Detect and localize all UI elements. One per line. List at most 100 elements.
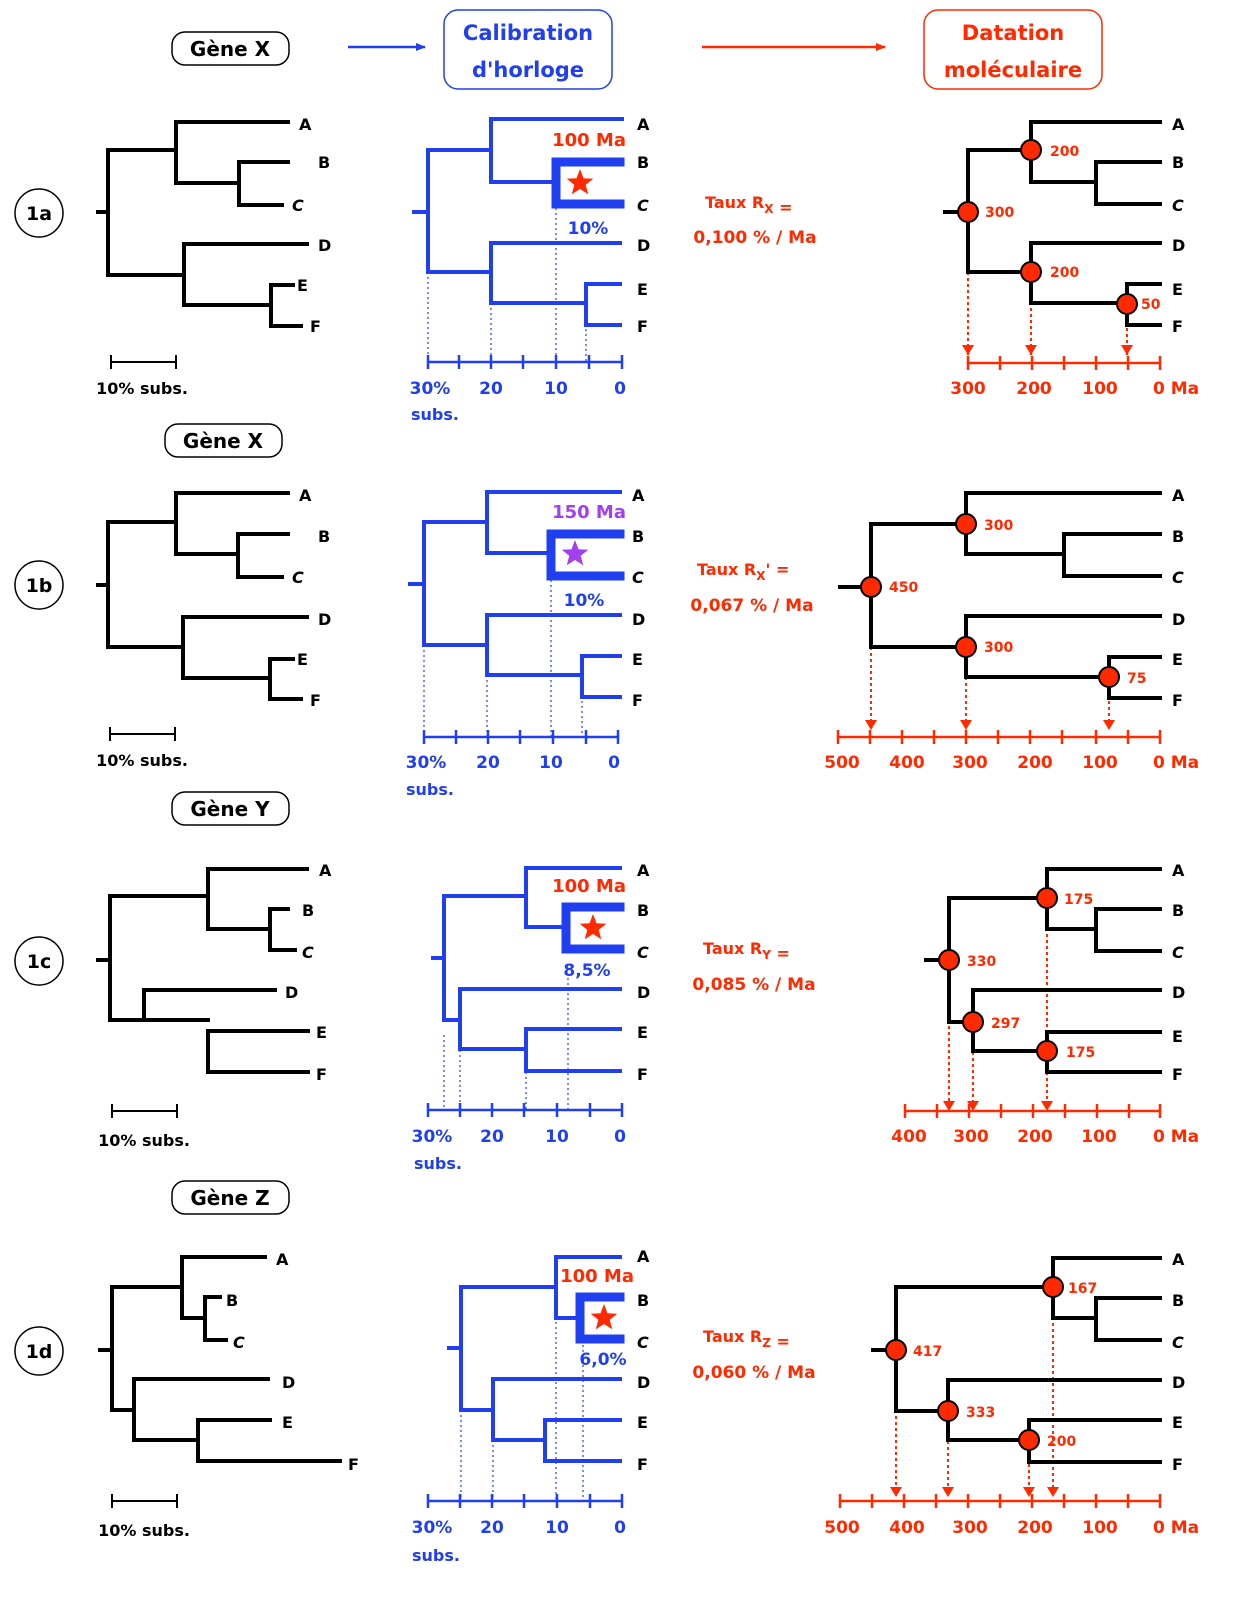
gene-tree <box>96 867 310 1074</box>
axis-tick: 20 <box>476 753 500 773</box>
rate-value: 0,067 % / Ma <box>690 596 813 616</box>
time-tick: 100 <box>1081 1127 1117 1147</box>
scale-bar-label: 10% subs. <box>96 751 188 770</box>
rate-label: Taux RX' = <box>697 560 789 583</box>
gene-label: Gène X <box>190 37 271 61</box>
leaf-label-B: B <box>226 1291 238 1310</box>
time-tick: 100 <box>1082 1518 1118 1538</box>
dated-leaf-D: D <box>1172 610 1185 629</box>
calib-leaf-F: F <box>637 317 648 336</box>
node-marker <box>1116 293 1138 315</box>
leaf-label-F: F <box>310 317 321 336</box>
scale-bar <box>111 1494 178 1508</box>
dated-leaf-F: F <box>1172 1065 1183 1084</box>
time-tick: 300 <box>950 379 986 399</box>
leaf-label-B: B <box>302 901 314 920</box>
node-age: 300 <box>984 640 1013 656</box>
dated-leaf-D: D <box>1172 983 1185 1002</box>
scale-bar <box>111 1104 178 1118</box>
calibration-header-line2: d'horloge <box>472 58 584 82</box>
calib-leaf-B: B <box>632 527 644 546</box>
node-marker <box>1036 1040 1058 1062</box>
dated-leaf-A: A <box>1172 1250 1185 1269</box>
rate-value: 0,060 % / Ma <box>692 1363 815 1383</box>
node-marker <box>937 1400 959 1422</box>
calib-leaf-B: B <box>637 153 649 172</box>
datation-header-box <box>923 9 1103 90</box>
time-tick: 400 <box>891 1127 927 1147</box>
leaf-label-A: A <box>299 486 312 505</box>
calib-leaf-A: A <box>637 861 650 880</box>
axis-tick: 20 <box>479 379 503 399</box>
calib-leaf-B: B <box>637 1291 649 1310</box>
time-tick: 200 <box>1017 753 1053 773</box>
calib-leaf-C: C <box>637 1333 649 1352</box>
calibrated-tree: 100 Ma 6,0% <box>447 1255 634 1501</box>
axis-tick: 20 <box>480 1127 504 1147</box>
axis-tick: 30% <box>412 1518 453 1538</box>
gene-label: Gène X <box>183 429 264 453</box>
node-age: 175 <box>1066 1045 1095 1061</box>
panel-1c: Gène Y 1c A B C D E F 10% subs. 100 Ma 8… <box>14 791 1199 1173</box>
time-tick: 200 <box>1017 1127 1053 1147</box>
calib-leaf-D: D <box>637 236 650 255</box>
time-tick: 0 Ma <box>1153 379 1199 399</box>
time-tick: 500 <box>824 1518 860 1538</box>
calibration-percent: 8,5% <box>563 961 610 981</box>
node-marker <box>955 513 977 535</box>
panel-id-circle <box>14 936 64 986</box>
dated-leaf-E: E <box>1172 1413 1183 1432</box>
calibration-age: 100 Ma <box>560 1266 634 1287</box>
leaf-label-C: C <box>292 568 304 587</box>
node-marker <box>938 949 960 971</box>
leaf-label-E: E <box>316 1023 327 1042</box>
axis-tick: 10 <box>539 753 563 773</box>
panel-id: 1c <box>27 951 51 973</box>
dated-tree: 450 300 300 75 <box>838 491 1162 730</box>
gene-box <box>164 423 283 458</box>
time-tick: 0 Ma <box>1153 753 1199 773</box>
dated-tree: 417 167 333 200 <box>871 1256 1162 1497</box>
dated-leaf-B: B <box>1172 901 1184 920</box>
calib-leaf-F: F <box>632 691 643 710</box>
calibration-age: 100 Ma <box>552 876 626 897</box>
calibration-star <box>561 540 589 566</box>
calib-leaf-A: A <box>637 115 650 134</box>
calib-leaf-C: C <box>632 568 644 587</box>
rate-label: Taux RZ = <box>703 1327 790 1351</box>
calib-leaf-E: E <box>637 280 648 299</box>
node-marker <box>957 201 979 223</box>
dated-leaf-D: D <box>1172 1373 1185 1392</box>
datation-header-line1: Datation <box>962 21 1064 45</box>
dated-leaf-C: C <box>1172 943 1184 962</box>
axis-unit: subs. <box>406 780 454 799</box>
panel-id-circle <box>14 188 64 238</box>
gene-box <box>171 1180 290 1215</box>
leaf-label-A: A <box>299 115 312 134</box>
time-tick: 200 <box>1017 1518 1053 1538</box>
leaf-label-A: A <box>276 1250 289 1269</box>
node-marker <box>962 1011 984 1033</box>
dated-leaf-B: B <box>1172 527 1184 546</box>
panel-1d: Gène Z 1d A B C D E F 10% subs. 100 Ma 6… <box>14 1180 1199 1565</box>
scale-bar <box>109 727 176 741</box>
calibration-header-box <box>443 9 613 90</box>
time-tick: 400 <box>889 1518 925 1538</box>
axis-tick: 10 <box>544 379 568 399</box>
leaf-label-B: B <box>318 153 330 172</box>
gene-tree <box>96 491 309 701</box>
node-age: 167 <box>1068 1281 1097 1297</box>
node-age: 417 <box>913 1344 942 1360</box>
node-age: 200 <box>1050 265 1079 281</box>
axis-unit: subs. <box>411 405 459 424</box>
calib-leaf-A: A <box>637 1247 650 1266</box>
dated-leaf-B: B <box>1172 1291 1184 1310</box>
gene-label: Gène Z <box>190 1186 269 1210</box>
node-age: 297 <box>991 1016 1020 1032</box>
scale-bar-label: 10% subs. <box>96 379 188 398</box>
substitution-axis: 30% 20 10 0 subs. <box>412 1103 626 1173</box>
node-age: 450 <box>889 580 918 596</box>
node-marker <box>1036 887 1058 909</box>
scale-bar-label: 10% subs. <box>98 1521 190 1540</box>
